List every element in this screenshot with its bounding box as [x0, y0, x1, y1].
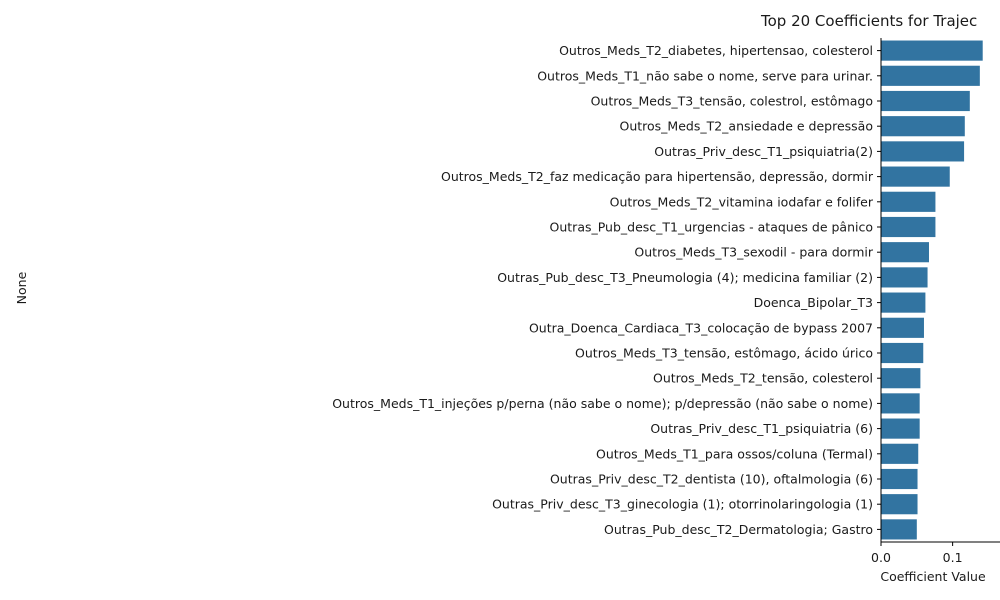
y-tick-label-5: Outras_Priv_desc_T1_psiquiatria(2)	[654, 144, 873, 159]
bar-6	[881, 166, 950, 187]
y-tick-label-2: Outros_Meds_T1_não sabe o nome, serve pa…	[537, 68, 873, 83]
y-tick-label-9: Outros_Meds_T3_sexodil - para dormir	[634, 245, 873, 260]
y-tick-label-11: Doenca_Bipolar_T3	[754, 295, 873, 310]
y-tick-label-18: Outras_Priv_desc_T2_dentista (10), oftal…	[550, 472, 873, 487]
bar-12	[881, 317, 924, 338]
bar-3	[881, 90, 970, 112]
y-tick-label-13: Outros_Meds_T3_tensão, estômago, ácido ú…	[575, 346, 873, 361]
y-tick-label-4: Outros_Meds_T2_ansiedade e depressão	[619, 119, 873, 134]
bar-7	[881, 191, 936, 212]
y-tick-label-14: Outros_Meds_T2_tensão, colesterol	[653, 371, 873, 386]
y-tick-label-8: Outras_Pub_desc_T1_urgencias - ataques d…	[550, 220, 873, 235]
y-tick-label-16: Outras_Priv_desc_T1_psiquiatria (6)	[650, 421, 873, 436]
x-tick-label-1: 0.0	[871, 550, 891, 565]
chart-title: Top 20 Coefficients for Trajec	[760, 12, 977, 30]
bar-1	[881, 40, 983, 61]
bar-20	[881, 519, 917, 540]
bar-13	[881, 342, 924, 364]
bars-layer	[881, 40, 983, 540]
y-tick-label-15: Outros_Meds_T1_injeções p/perna (não sab…	[332, 396, 873, 411]
y-tick-layer: Outros_Meds_T2_diabetes, hipertensao, co…	[332, 43, 881, 537]
y-tick-label-6: Outros_Meds_T2_faz medicação para hipert…	[441, 169, 874, 184]
bar-18	[881, 468, 918, 490]
y-tick-label-3: Outros_Meds_T3_tensão, colestrol, estôma…	[591, 94, 873, 109]
y-tick-label-19: Outras_Priv_desc_T3_ginecologia (1); oto…	[492, 497, 873, 512]
bar-8	[881, 216, 936, 238]
bar-16	[881, 418, 920, 439]
bar-11	[881, 292, 926, 313]
bar-5	[881, 141, 965, 162]
y-tick-label-7: Outros_Meds_T2_vitamina iodafar e folife…	[610, 194, 874, 209]
bar-10	[881, 267, 928, 288]
bar-17	[881, 443, 919, 464]
y-tick-label-10: Outras_Pub_desc_T3_Pneumologia (4); medi…	[497, 270, 873, 285]
bar-4	[881, 116, 965, 137]
x-axis-label: Coefficient Value	[880, 569, 986, 584]
bar-19	[881, 494, 918, 515]
y-tick-label-20: Outras_Pub_desc_T2_Dermatologia; Gastro	[604, 522, 873, 537]
x-tick-layer: 0.0 0.1	[871, 542, 963, 565]
bar-15	[881, 393, 920, 414]
y-tick-label-1: Outros_Meds_T2_diabetes, hipertensao, co…	[559, 43, 873, 58]
y-tick-label-12: Outra_Doenca_Cardiaca_T3_colocação de by…	[529, 320, 873, 335]
y-axis-label: None	[14, 271, 29, 304]
bar-2	[881, 65, 980, 86]
bar-9	[881, 242, 929, 263]
y-tick-label-17: Outros_Meds_T1_para ossos/coluna (Termal…	[596, 446, 873, 461]
bar-14	[881, 368, 921, 389]
x-tick-label-2: 0.1	[943, 550, 963, 565]
